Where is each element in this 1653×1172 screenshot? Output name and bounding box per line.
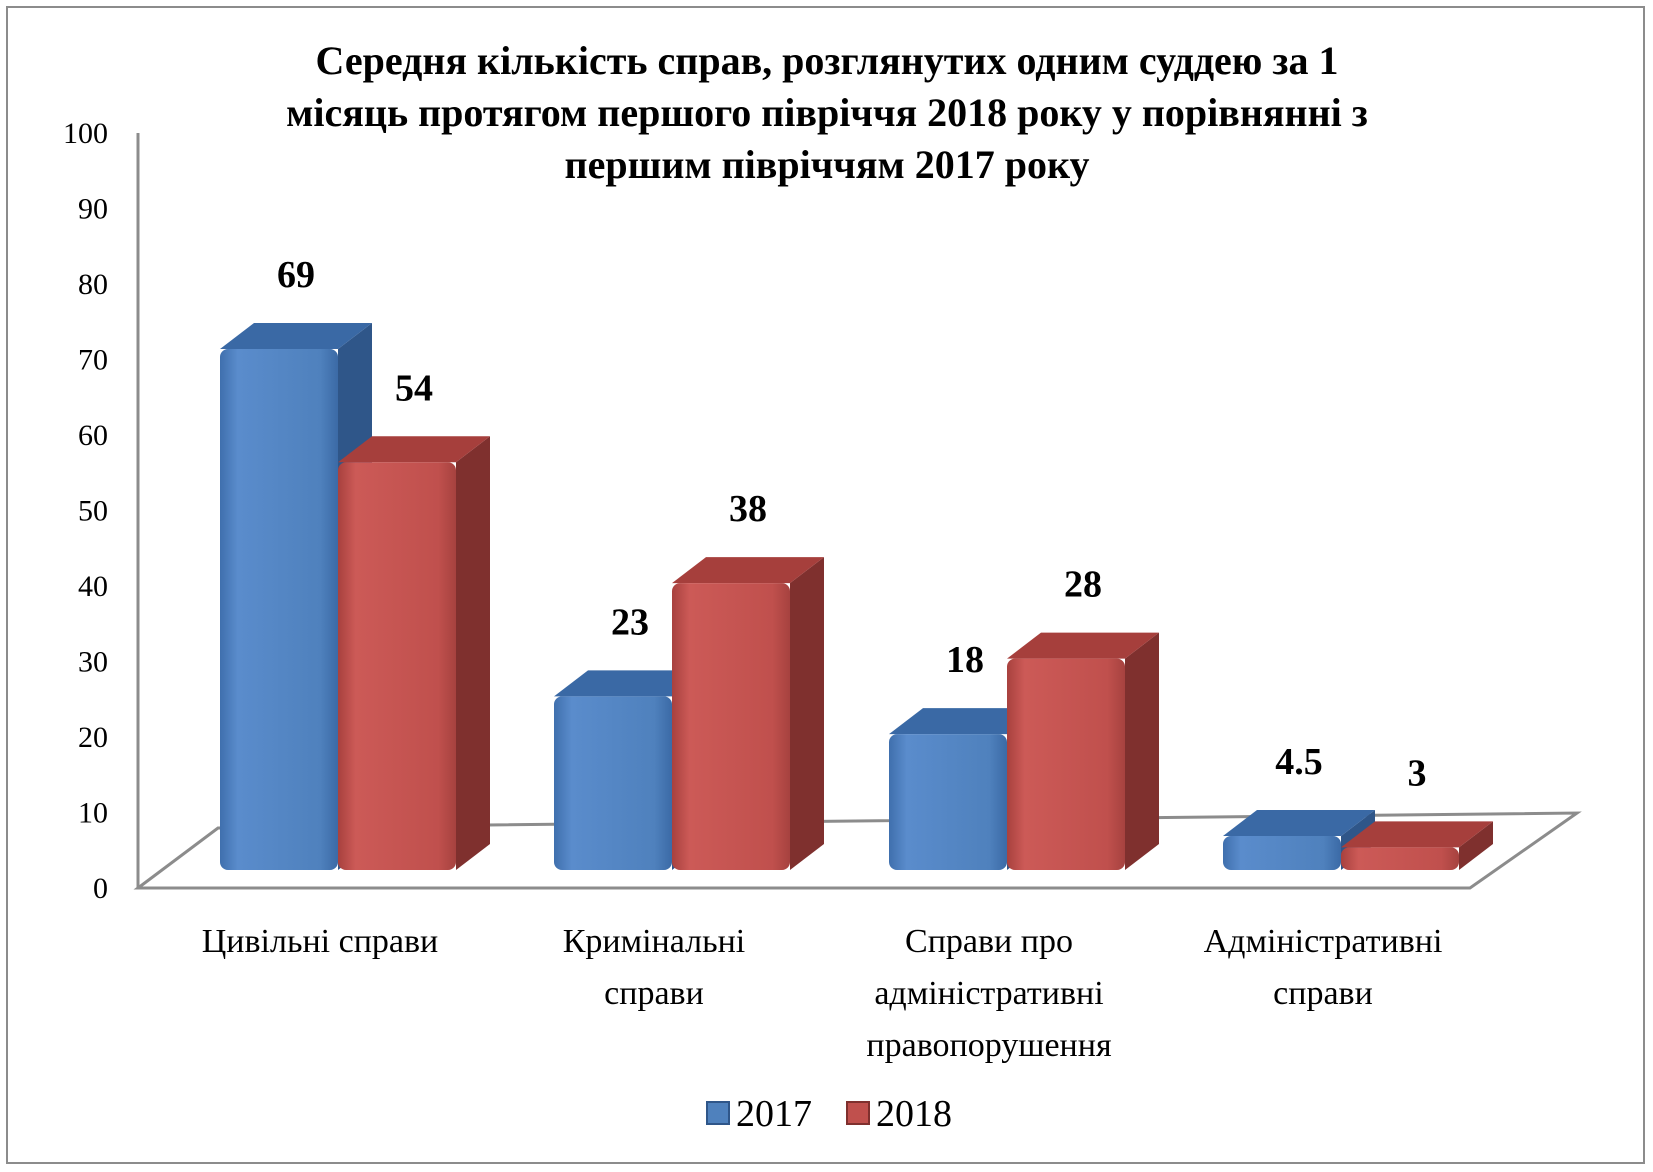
- legend-swatch-2017: [706, 1101, 730, 1125]
- floor-plane: [133, 811, 1582, 890]
- bar-front: [1007, 658, 1125, 870]
- data-labels: 69 54 23 38 18 28 4.5 3: [277, 254, 1427, 794]
- category-label-0: Цивільні справи: [202, 923, 439, 960]
- y-tick-label: 80: [78, 268, 108, 301]
- bar-side: [1125, 632, 1159, 870]
- category-label-2: адміністративні: [874, 975, 1103, 1012]
- bar-side: [456, 436, 490, 870]
- bar-2018-3: [1341, 821, 1493, 870]
- y-tick-label: 10: [78, 797, 108, 830]
- y-tick-label: 70: [78, 344, 108, 377]
- bar-top: [672, 557, 824, 584]
- bar-top: [220, 323, 372, 350]
- chart-title-line-2: місяць протягом першого півріччя 2018 ро…: [286, 90, 1368, 135]
- y-tick-label: 0: [93, 872, 108, 905]
- bar-front: [554, 696, 672, 870]
- bar-2018-0: [338, 436, 490, 870]
- data-label-2018-0: 54: [395, 367, 433, 409]
- y-tick-label: 60: [78, 419, 108, 452]
- category-label-1: Кримінальні: [563, 923, 746, 960]
- data-label-2017-1: 23: [611, 601, 649, 643]
- bar-front: [338, 462, 456, 870]
- y-tick-label: 50: [78, 495, 108, 528]
- legend: 2017 2018: [706, 1093, 952, 1135]
- y-tick-label: 100: [63, 117, 108, 150]
- category-label-3: справи: [1273, 975, 1373, 1012]
- data-label-2017-3: 4.5: [1275, 741, 1323, 783]
- legend-item-2017: 2017: [706, 1093, 812, 1135]
- legend-label-2017: 2017: [736, 1093, 812, 1135]
- chart-title-line-3: першим півріччям 2017 року: [565, 142, 1090, 187]
- bar-top: [1341, 821, 1493, 848]
- category-label-3: Адміністративні: [1204, 923, 1443, 960]
- bar-2018-1: [672, 557, 824, 870]
- data-label-2018-3: 3: [1408, 752, 1427, 794]
- legend-item-2018: 2018: [846, 1093, 952, 1135]
- data-label-2018-2: 28: [1064, 564, 1102, 606]
- bar-front: [1341, 847, 1459, 870]
- bar-front: [220, 349, 338, 870]
- category-label-1: справи: [604, 975, 704, 1012]
- category-labels: Цивільні справи Кримінальні справи Справи п…: [202, 923, 1443, 1064]
- y-axis: 0 10 20 30 40 50 60 70 80 90 100: [63, 117, 140, 905]
- bar-top: [1223, 810, 1375, 837]
- legend-label-2018: 2018: [876, 1093, 952, 1135]
- legend-swatch-2018: [846, 1101, 870, 1125]
- y-tick-label: 90: [78, 193, 108, 226]
- data-label-2017-0: 69: [277, 254, 315, 296]
- category-label-2: Справи про: [905, 923, 1073, 960]
- y-tick-label: 20: [78, 721, 108, 754]
- bar-front: [889, 734, 1007, 870]
- chart-floor: [133, 811, 1582, 890]
- bar-front: [1223, 836, 1341, 870]
- bar-2018-2: [1007, 632, 1159, 870]
- bar-front: [672, 583, 790, 870]
- bar-side: [790, 557, 824, 870]
- chart-title-line-1: Середня кількість справ, розглянутих одн…: [316, 38, 1339, 83]
- bar-top: [554, 670, 706, 697]
- data-label-2018-1: 38: [729, 488, 767, 530]
- bar-top: [889, 708, 1041, 735]
- bar-top: [338, 436, 490, 463]
- data-label-2017-2: 18: [946, 639, 984, 681]
- bars: [220, 323, 1493, 870]
- chart-title: Середня кількість справ, розглянутих одн…: [286, 38, 1368, 187]
- y-tick-label: 30: [78, 646, 108, 679]
- bar-side: [1459, 821, 1493, 870]
- y-tick-label: 40: [78, 570, 108, 603]
- bar-top: [1007, 632, 1159, 659]
- category-label-2: правопорушення: [866, 1027, 1112, 1064]
